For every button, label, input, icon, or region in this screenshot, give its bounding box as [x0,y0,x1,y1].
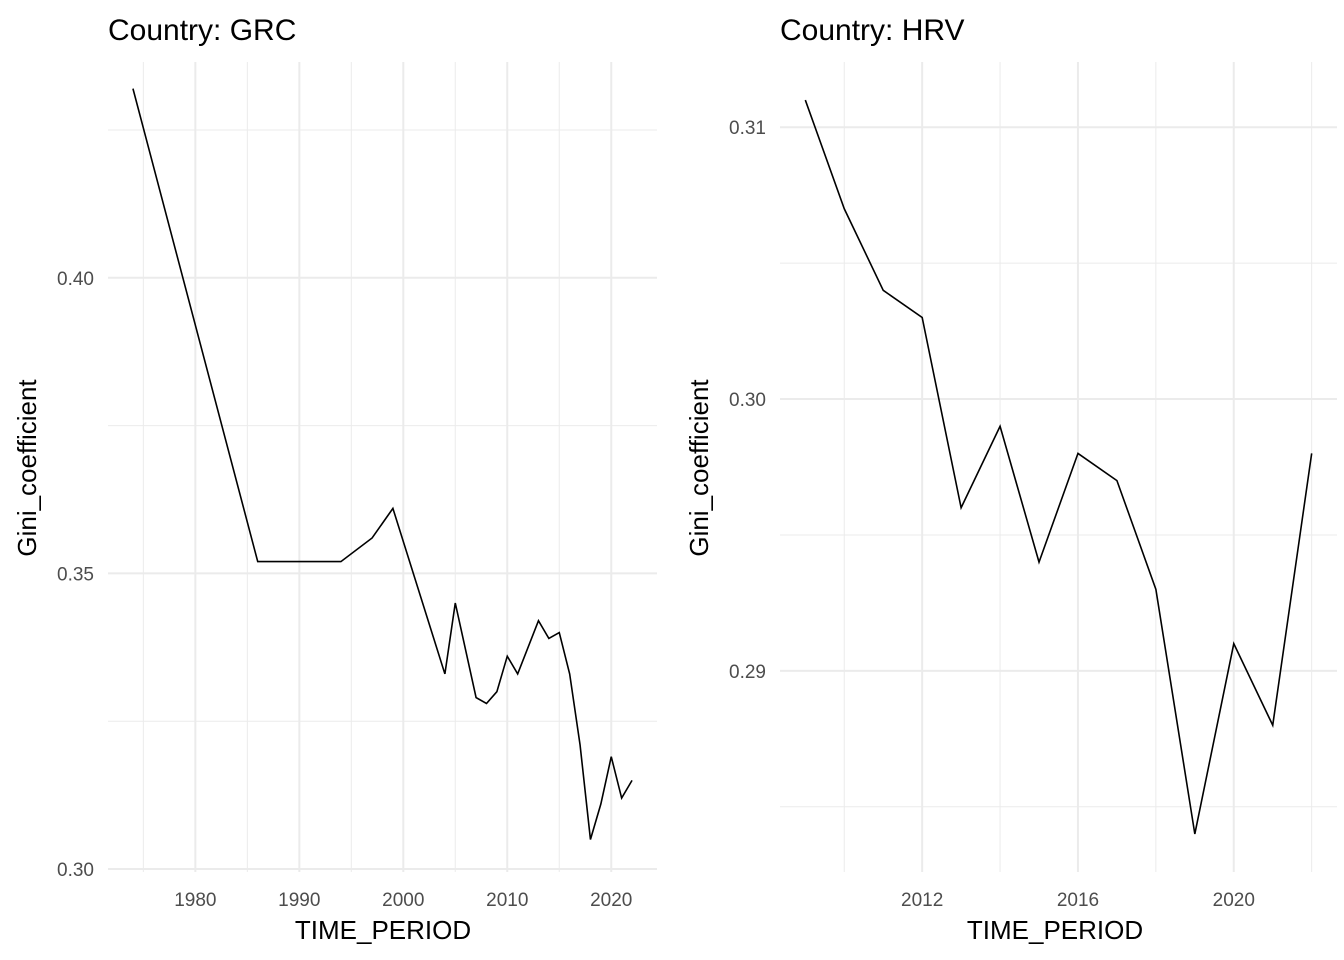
y-tick-label: 0.31 [729,118,766,139]
x-tick-label: 2020 [590,890,632,911]
x-axis-title-hrv: TIME_PERIOD [967,915,1143,945]
x-tick-label: 2010 [486,890,528,911]
x-tick-label: 2020 [1213,890,1255,911]
y-tick-label: 0.29 [729,662,766,683]
x-tick-label: 2000 [382,890,424,911]
y-tick-labels-hrv: 0.29 0.30 0.31 [729,118,766,683]
x-tick-label: 2016 [1057,890,1099,911]
x-tick-labels-grc: 1980 1990 2000 2010 2020 [174,890,632,911]
x-tick-labels-hrv: 2012 2016 2020 [901,890,1255,911]
y-tick-label: 0.30 [729,390,766,411]
panel-hrv: Country: HRV 2012 2016 2020 0.29 0.30 0.31 T… [684,14,1337,945]
x-tick-label: 1990 [278,890,320,911]
y-tick-label: 0.40 [57,269,94,290]
marks-hrv [804,99,1313,835]
panel-grc: Country: GRC 1980 1990 2000 2010 2020 0.300.… [12,14,657,945]
x-axis-title-grc: TIME_PERIOD [295,915,471,945]
x-tick-label: 1980 [174,890,216,911]
panel-title-hrv: Country: HRV [780,14,965,47]
y-axis-title-grc: Gini_coefficient [12,379,42,557]
series-line-grc [132,88,633,840]
panel-title-grc: Country: GRC [108,14,296,47]
y-tick-labels-grc: 0.30 0.35 0.40 [57,269,94,881]
y-axis-title-hrv: Gini_coefficient [684,379,714,557]
y-tick-label: 0.30 [57,860,94,881]
marks-grc [132,88,633,840]
x-tick-label: 2012 [901,890,943,911]
grid-grc [108,62,657,872]
grid-hrv [780,62,1337,872]
series-line-hrv [804,99,1313,835]
y-tick-label: 0.35 [57,564,94,585]
